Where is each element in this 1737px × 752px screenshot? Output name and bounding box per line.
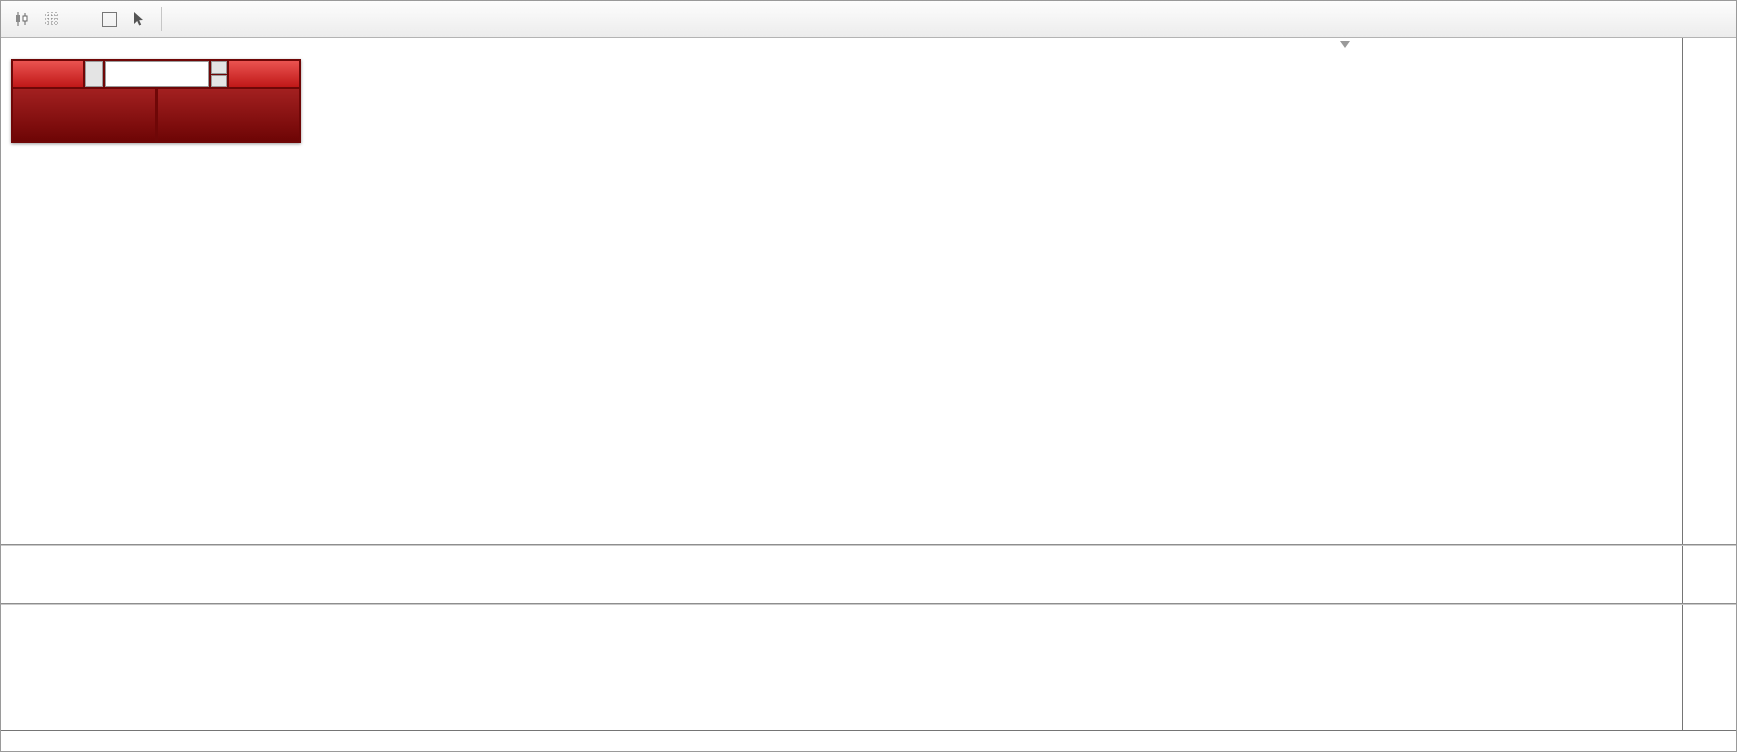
cursor-arrow-icon [133, 12, 143, 26]
panel-splitter[interactable] [1, 603, 1736, 605]
candlestick-chart-tool[interactable] [9, 6, 36, 33]
grid-tool[interactable] [38, 6, 65, 33]
volume-dropdown-icon[interactable] [85, 61, 103, 87]
grid-icon [44, 12, 59, 26]
volume-step-up-icon[interactable] [211, 61, 227, 74]
cursor-tool[interactable] [125, 6, 152, 33]
buy-button[interactable] [229, 61, 299, 87]
sell-price-display[interactable] [13, 89, 155, 141]
boxed-t-icon [102, 11, 117, 27]
panel-splitter[interactable] [1, 544, 1736, 546]
price-axis[interactable] [1682, 38, 1736, 730]
sell-button[interactable] [13, 61, 83, 87]
volume-input[interactable] [105, 61, 209, 87]
volume-step-down-icon[interactable] [211, 74, 227, 87]
buy-price-display[interactable] [157, 89, 299, 141]
chart-shift-marker-icon[interactable] [1340, 41, 1350, 48]
toolbar [1, 1, 1736, 38]
candlestick-chart-icon [15, 12, 27, 26]
toolbar-separator [161, 7, 162, 31]
volume-stepper [211, 61, 227, 87]
time-axis[interactable] [1, 730, 1736, 751]
text-box-tool[interactable] [96, 6, 123, 33]
one-click-trade-panel [11, 59, 301, 143]
text-label-tool[interactable] [67, 6, 94, 33]
